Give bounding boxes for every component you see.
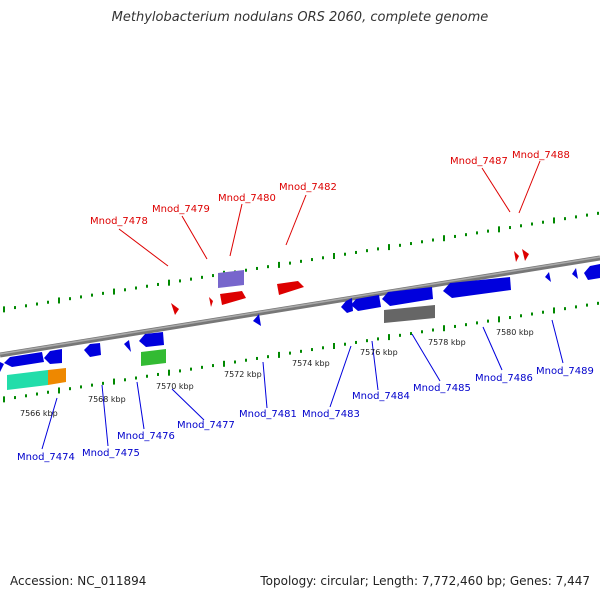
genome-summary-text: Topology: circular; Length: 7,772,460 bp… <box>260 574 590 588</box>
gene-label-mnod-7476[interactable]: Mnod_7476 <box>117 431 175 442</box>
reverse-gene-labels: Mnod_7474 Mnod_7475 Mnod_7476 Mnod_7477 … <box>17 366 594 463</box>
gene-label-mnod-7474[interactable]: Mnod_7474 <box>17 452 75 463</box>
gene-feature-mnod-7489b[interactable] <box>572 268 578 279</box>
grey-feature[interactable] <box>384 305 435 323</box>
reverse-genes <box>0 264 600 372</box>
scale-label: 7566 kbp <box>20 409 58 418</box>
gene-feature-mnod-7487[interactable] <box>514 251 519 262</box>
other-features <box>7 270 435 390</box>
scale-label: 7580 kbp <box>496 328 534 337</box>
forward-genes <box>171 249 529 315</box>
gene-label-mnod-7489[interactable]: Mnod_7489 <box>536 366 594 377</box>
forward-tick-row <box>3 211 599 313</box>
scale-label: 7574 kbp <box>292 359 330 368</box>
gene-feature-mnod-7486[interactable] <box>443 277 511 298</box>
gene-feature-mnod-7489c[interactable] <box>584 264 600 280</box>
orange-feature[interactable] <box>48 368 66 385</box>
gene-label-mnod-7487[interactable]: Mnod_7487 <box>450 156 508 167</box>
gene-label-mnod-7479[interactable]: Mnod_7479 <box>152 204 210 215</box>
gene-feature-mnod-7488[interactable] <box>522 249 529 261</box>
gene-label-mnod-7486[interactable]: Mnod_7486 <box>475 373 533 384</box>
gene-label-mnod-7482[interactable]: Mnod_7482 <box>279 182 337 193</box>
gene-feature-mnod-7489[interactable] <box>545 272 551 282</box>
gene-feature-mnod-7478[interactable] <box>171 303 179 315</box>
scale-label: 7568 kbp <box>88 395 126 404</box>
map-title: Methylobacterium nodulans ORS 2060, comp… <box>111 10 489 25</box>
gene-label-mnod-7483[interactable]: Mnod_7483 <box>302 409 360 420</box>
gene-feature-mnod-7482[interactable] <box>277 281 304 295</box>
reverse-leader-lines <box>41 319 564 450</box>
gene-label-mnod-7480[interactable]: Mnod_7480 <box>218 193 276 204</box>
scale-label: 7570 kbp <box>156 382 194 391</box>
gene-feature-mnod-7475[interactable] <box>44 349 62 364</box>
gene-feature-mnod-7477[interactable] <box>124 340 131 352</box>
gene-label-mnod-7477[interactable]: Mnod_7477 <box>177 420 235 431</box>
green-feature[interactable] <box>141 349 166 366</box>
gene-label-mnod-7485[interactable]: Mnod_7485 <box>413 383 471 394</box>
gene-label-mnod-7488[interactable]: Mnod_7488 <box>512 150 570 161</box>
scale-label: 7576 kbp <box>360 348 398 357</box>
genome-backbone <box>0 255 600 358</box>
scale-label: 7572 kbp <box>224 370 262 379</box>
gene-label-mnod-7478[interactable]: Mnod_7478 <box>90 216 148 227</box>
gene-feature-mnod-7485[interactable] <box>382 287 433 306</box>
gene-label-mnod-7475[interactable]: Mnod_7475 <box>82 448 140 459</box>
gene-feature-mnod-7477b[interactable] <box>139 332 164 347</box>
purple-feature[interactable] <box>218 270 244 288</box>
scale-label: 7578 kbp <box>428 338 466 347</box>
gene-feature-mnod-7474[interactable] <box>0 362 4 372</box>
aqua-feature[interactable] <box>7 370 48 390</box>
forward-gene-labels: Mnod_7478 Mnod_7479 Mnod_7480 Mnod_7482 … <box>90 150 570 227</box>
gene-feature-mnod-7481[interactable] <box>253 314 261 326</box>
accession-text: Accession: NC_011894 <box>10 574 147 588</box>
gene-feature-mnod-7483[interactable] <box>341 298 353 313</box>
reverse-tick-row <box>3 301 599 403</box>
gene-feature-mnod-7484[interactable] <box>351 295 381 311</box>
gene-feature-mnod-7479[interactable] <box>209 297 213 307</box>
gene-feature-mnod-7476[interactable] <box>84 343 101 357</box>
forward-leader-lines <box>118 160 541 267</box>
gene-label-mnod-7484[interactable]: Mnod_7484 <box>352 391 410 402</box>
gene-feature-mnod-7474b[interactable] <box>4 352 44 367</box>
gene-label-mnod-7481[interactable]: Mnod_7481 <box>239 409 297 420</box>
gene-feature-mnod-7480[interactable] <box>220 291 246 305</box>
scale-labels: 7566 kbp 7568 kbp 7570 kbp 7572 kbp 7574… <box>20 328 534 418</box>
